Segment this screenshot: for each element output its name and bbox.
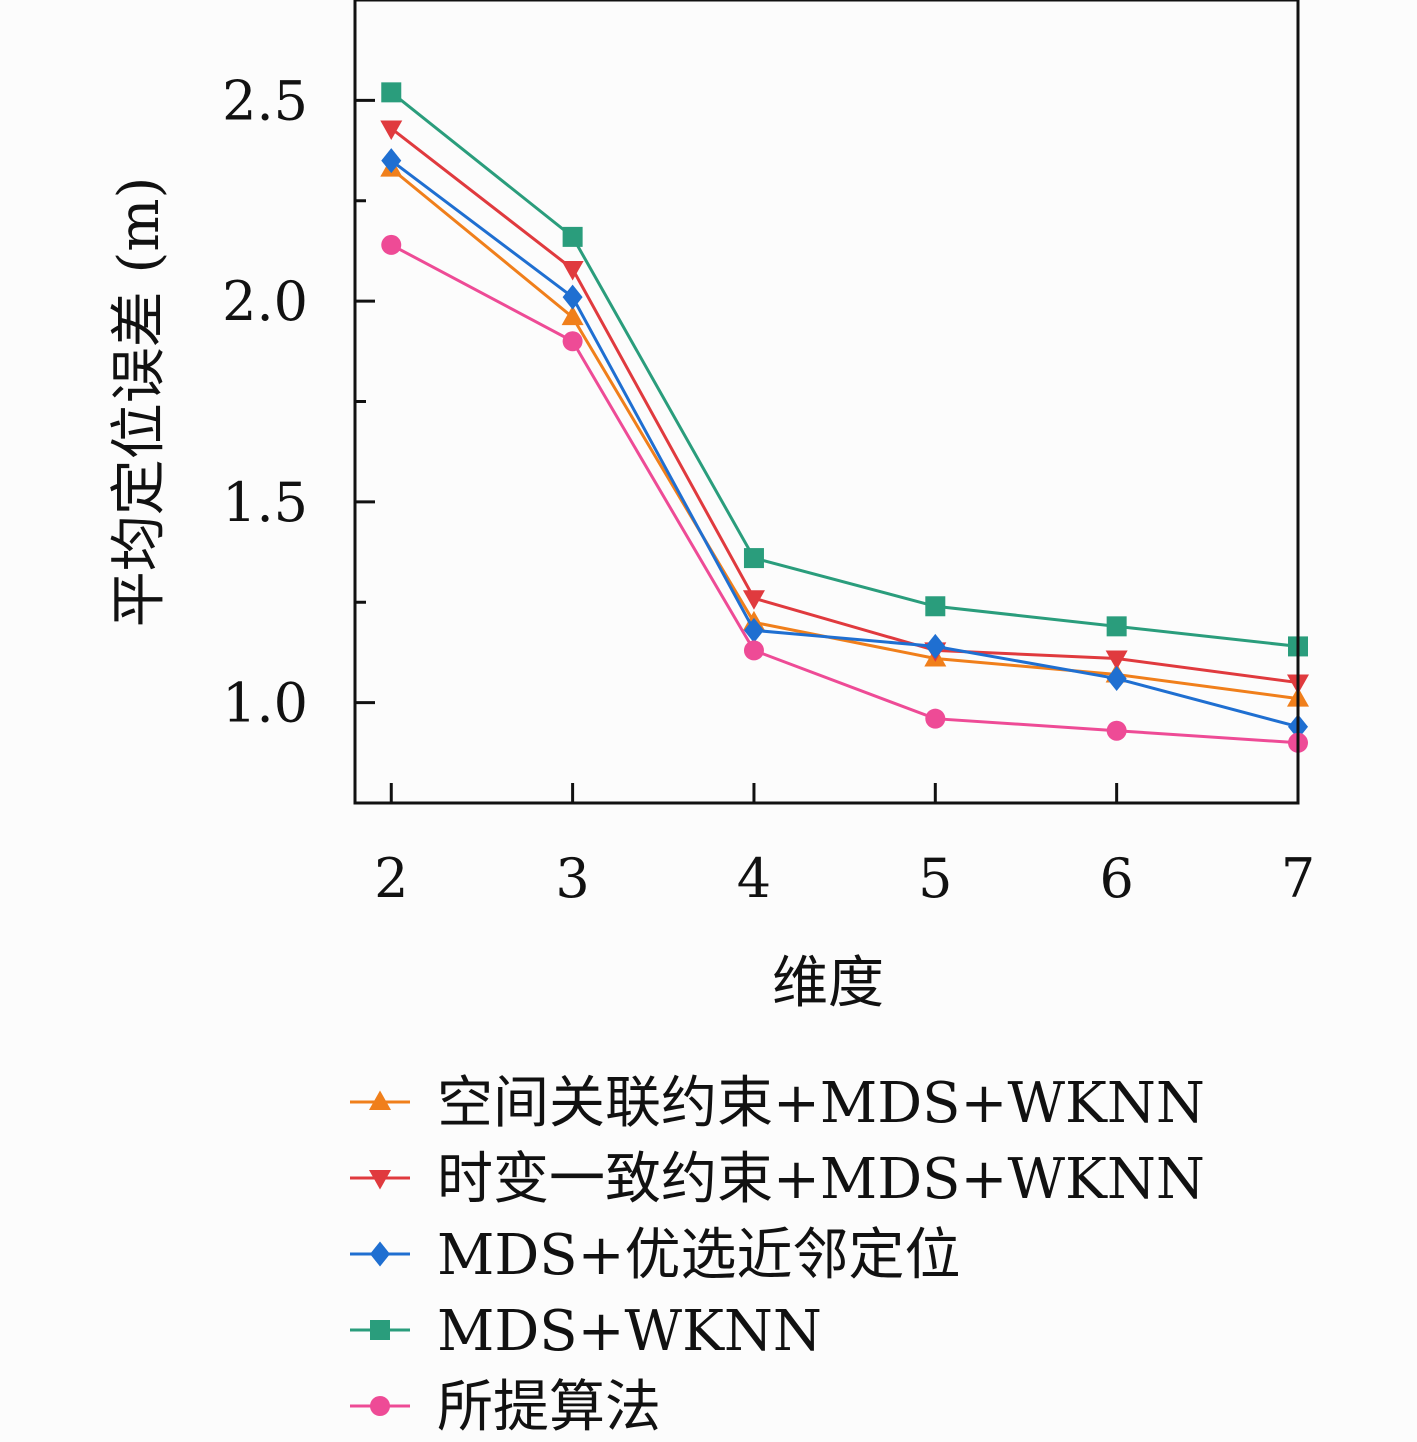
data-point [1106,666,1127,692]
legend-label: MDS+优选近邻定位 [437,1223,961,1288]
data-point [743,640,764,661]
data-point [1106,720,1127,741]
data-point [925,596,946,617]
data-point [561,305,584,326]
data-point [1105,650,1128,670]
legend-marker [370,1320,390,1340]
ticks-layer: 2 3 4 5 6 7 1.0 1.5 2.0 2.5 [222,0,1315,910]
data-point [381,234,402,255]
x-tick-label: 3 [555,847,589,910]
x-tick-label: 7 [1281,847,1315,910]
legend-entry: 时变一致约束+MDS+WKNN [350,1147,1205,1212]
data-point [925,633,946,659]
legend-marker [370,1241,390,1267]
data-point [1106,616,1127,637]
legend-entry: MDS+WKNN [350,1299,822,1364]
x-tick-label: 6 [1099,847,1133,910]
x-tick-label: 4 [737,847,771,910]
y-tick-label: 2.5 [222,69,308,132]
x-axis-label: 维度 [772,951,884,1016]
data-point [562,226,583,247]
data-point [380,120,403,140]
legend-label: 空间关联约束+MDS+WKNN [437,1071,1205,1136]
data-point [743,548,764,569]
legend-marker [369,1170,391,1190]
data-point [743,617,764,643]
legend-marker [370,1396,390,1416]
y-tick-label: 2.0 [222,270,308,333]
series-line [390,159,1299,729]
series-3 [381,82,1308,657]
data-point [925,708,946,729]
series-line [390,167,1299,701]
plot-frame [353,0,1300,805]
series-4 [381,234,1308,753]
legend-entry: 空间关联约束+MDS+WKNN [350,1071,1205,1136]
data-point [562,331,583,352]
legend-label: 所提算法 [437,1375,661,1440]
data-point [742,590,765,610]
series-layer [380,82,1309,753]
series-line [390,127,1299,685]
legend-entry: 所提算法 [350,1375,661,1440]
x-tick-label: 2 [374,847,408,910]
series-1 [380,120,1309,695]
data-point [562,284,583,310]
legend: 空间关联约束+MDS+WKNN 时变一致约束+MDS+WKNN MDS+优选近邻定位… [350,1071,1205,1440]
y-tick-label: 1.0 [222,672,308,735]
legend-label: MDS+WKNN [437,1299,822,1364]
y-tick-label: 1.5 [222,471,308,534]
data-point [381,82,402,103]
legend-entry: MDS+优选近邻定位 [350,1223,961,1288]
data-point [561,261,584,281]
x-tick-label: 5 [918,847,952,910]
legend-label: 时变一致约束+MDS+WKNN [437,1147,1205,1212]
data-point [381,148,402,174]
series-line [390,91,1299,648]
series-2 [381,148,1308,740]
y-axis-label: 平均定位误差 (m) [107,177,172,628]
legend-marker [369,1090,391,1110]
series-line [390,243,1299,745]
